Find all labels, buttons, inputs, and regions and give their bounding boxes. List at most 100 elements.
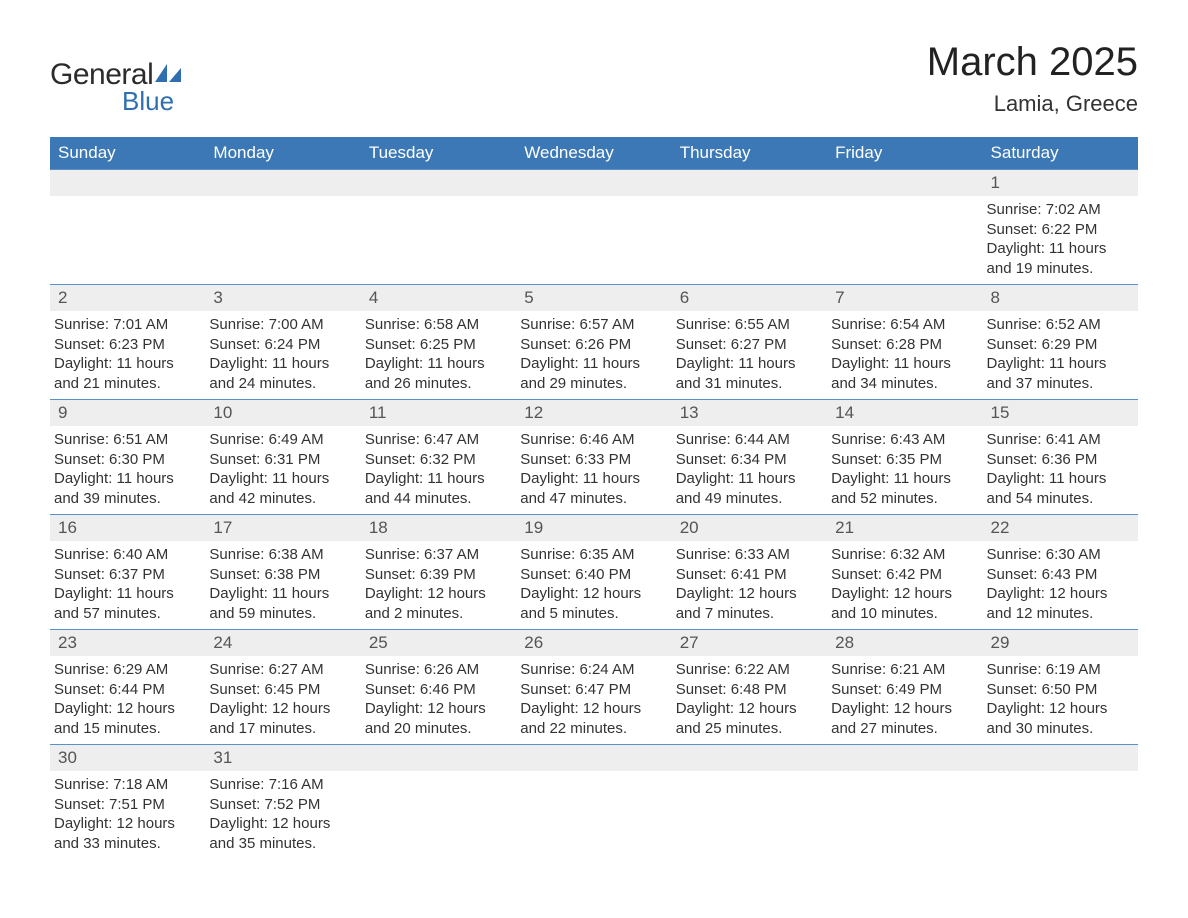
daylight2-text: and 24 minutes. bbox=[209, 374, 354, 394]
day-number: 19 bbox=[516, 515, 671, 541]
daylight1-text: Daylight: 12 hours bbox=[831, 699, 976, 719]
day-number: 3 bbox=[205, 285, 360, 311]
sunset-text: Sunset: 6:29 PM bbox=[987, 335, 1132, 355]
calendar-cell bbox=[361, 745, 516, 859]
daylight1-text: Daylight: 12 hours bbox=[365, 699, 510, 719]
day-details: Sunrise: 7:02 AMSunset: 6:22 PMDaylight:… bbox=[983, 196, 1138, 284]
calendar-cell bbox=[672, 745, 827, 859]
day-details: Sunrise: 7:18 AMSunset: 7:51 PMDaylight:… bbox=[50, 771, 205, 859]
sunrise-text: Sunrise: 6:43 AM bbox=[831, 430, 976, 450]
day-details: Sunrise: 6:22 AMSunset: 6:48 PMDaylight:… bbox=[672, 656, 827, 744]
daylight1-text: Daylight: 12 hours bbox=[54, 699, 199, 719]
sunrise-text: Sunrise: 6:49 AM bbox=[209, 430, 354, 450]
calendar-cell: 1Sunrise: 7:02 AMSunset: 6:22 PMDaylight… bbox=[983, 170, 1138, 284]
daylight1-text: Daylight: 11 hours bbox=[54, 354, 199, 374]
day-details: Sunrise: 7:01 AMSunset: 6:23 PMDaylight:… bbox=[50, 311, 205, 399]
daylight1-text: Daylight: 11 hours bbox=[676, 469, 821, 489]
calendar-cell: 20Sunrise: 6:33 AMSunset: 6:41 PMDayligh… bbox=[672, 515, 827, 629]
calendar-cell bbox=[361, 170, 516, 284]
calendar-cell: 15Sunrise: 6:41 AMSunset: 6:36 PMDayligh… bbox=[983, 400, 1138, 514]
sunset-text: Sunset: 6:48 PM bbox=[676, 680, 821, 700]
calendar-cell: 6Sunrise: 6:55 AMSunset: 6:27 PMDaylight… bbox=[672, 285, 827, 399]
calendar-row: 2Sunrise: 7:01 AMSunset: 6:23 PMDaylight… bbox=[50, 284, 1138, 399]
sunset-text: Sunset: 6:39 PM bbox=[365, 565, 510, 585]
daylight1-text: Daylight: 11 hours bbox=[831, 354, 976, 374]
day-number bbox=[983, 745, 1138, 771]
sunrise-text: Sunrise: 6:55 AM bbox=[676, 315, 821, 335]
calendar-cell: 31Sunrise: 7:16 AMSunset: 7:52 PMDayligh… bbox=[205, 745, 360, 859]
sunset-text: Sunset: 6:44 PM bbox=[54, 680, 199, 700]
title-block: March 2025 Lamia, Greece bbox=[927, 40, 1138, 125]
month-title: March 2025 bbox=[927, 40, 1138, 85]
day-number bbox=[50, 170, 205, 196]
sunrise-text: Sunrise: 6:26 AM bbox=[365, 660, 510, 680]
weekday-header: Saturday bbox=[983, 137, 1138, 169]
sunset-text: Sunset: 6:40 PM bbox=[520, 565, 665, 585]
calendar-cell: 10Sunrise: 6:49 AMSunset: 6:31 PMDayligh… bbox=[205, 400, 360, 514]
day-number: 30 bbox=[50, 745, 205, 771]
calendar-cell: 27Sunrise: 6:22 AMSunset: 6:48 PMDayligh… bbox=[672, 630, 827, 744]
sunrise-text: Sunrise: 6:51 AM bbox=[54, 430, 199, 450]
daylight2-text: and 20 minutes. bbox=[365, 719, 510, 739]
day-number bbox=[827, 170, 982, 196]
daylight2-text: and 27 minutes. bbox=[831, 719, 976, 739]
day-details: Sunrise: 6:37 AMSunset: 6:39 PMDaylight:… bbox=[361, 541, 516, 629]
calendar-cell: 29Sunrise: 6:19 AMSunset: 6:50 PMDayligh… bbox=[983, 630, 1138, 744]
daylight1-text: Daylight: 11 hours bbox=[54, 469, 199, 489]
sunset-text: Sunset: 6:35 PM bbox=[831, 450, 976, 470]
day-number: 16 bbox=[50, 515, 205, 541]
sunset-text: Sunset: 6:50 PM bbox=[987, 680, 1132, 700]
day-details: Sunrise: 6:57 AMSunset: 6:26 PMDaylight:… bbox=[516, 311, 671, 399]
sunrise-text: Sunrise: 7:02 AM bbox=[987, 200, 1132, 220]
sunrise-text: Sunrise: 6:54 AM bbox=[831, 315, 976, 335]
calendar-cell: 16Sunrise: 6:40 AMSunset: 6:37 PMDayligh… bbox=[50, 515, 205, 629]
daylight2-text: and 10 minutes. bbox=[831, 604, 976, 624]
day-details: Sunrise: 6:21 AMSunset: 6:49 PMDaylight:… bbox=[827, 656, 982, 744]
calendar-cell bbox=[827, 170, 982, 284]
sunset-text: Sunset: 6:49 PM bbox=[831, 680, 976, 700]
day-details: Sunrise: 7:16 AMSunset: 7:52 PMDaylight:… bbox=[205, 771, 360, 859]
day-number: 10 bbox=[205, 400, 360, 426]
day-details: Sunrise: 6:35 AMSunset: 6:40 PMDaylight:… bbox=[516, 541, 671, 629]
daylight2-text: and 21 minutes. bbox=[54, 374, 199, 394]
sunrise-text: Sunrise: 6:21 AM bbox=[831, 660, 976, 680]
calendar-cell: 2Sunrise: 7:01 AMSunset: 6:23 PMDaylight… bbox=[50, 285, 205, 399]
daylight2-text: and 47 minutes. bbox=[520, 489, 665, 509]
sunset-text: Sunset: 6:25 PM bbox=[365, 335, 510, 355]
daylight2-text: and 44 minutes. bbox=[365, 489, 510, 509]
daylight1-text: Daylight: 11 hours bbox=[520, 469, 665, 489]
sunset-text: Sunset: 6:37 PM bbox=[54, 565, 199, 585]
calendar-cell: 24Sunrise: 6:27 AMSunset: 6:45 PMDayligh… bbox=[205, 630, 360, 744]
sunset-text: Sunset: 6:42 PM bbox=[831, 565, 976, 585]
calendar-cell: 30Sunrise: 7:18 AMSunset: 7:51 PMDayligh… bbox=[50, 745, 205, 859]
sunrise-text: Sunrise: 6:52 AM bbox=[987, 315, 1132, 335]
daylight1-text: Daylight: 12 hours bbox=[209, 699, 354, 719]
daylight1-text: Daylight: 11 hours bbox=[987, 469, 1132, 489]
day-number: 21 bbox=[827, 515, 982, 541]
daylight2-text: and 5 minutes. bbox=[520, 604, 665, 624]
day-number: 4 bbox=[361, 285, 516, 311]
daylight2-text: and 22 minutes. bbox=[520, 719, 665, 739]
calendar-row: 16Sunrise: 6:40 AMSunset: 6:37 PMDayligh… bbox=[50, 514, 1138, 629]
weekday-header: Wednesday bbox=[516, 137, 671, 169]
daylight2-text: and 57 minutes. bbox=[54, 604, 199, 624]
daylight1-text: Daylight: 12 hours bbox=[520, 584, 665, 604]
calendar-cell: 23Sunrise: 6:29 AMSunset: 6:44 PMDayligh… bbox=[50, 630, 205, 744]
day-number: 25 bbox=[361, 630, 516, 656]
daylight1-text: Daylight: 12 hours bbox=[54, 814, 199, 834]
daylight1-text: Daylight: 12 hours bbox=[676, 699, 821, 719]
day-number: 5 bbox=[516, 285, 671, 311]
sunset-text: Sunset: 6:23 PM bbox=[54, 335, 199, 355]
day-details: Sunrise: 6:29 AMSunset: 6:44 PMDaylight:… bbox=[50, 656, 205, 744]
day-details: Sunrise: 6:54 AMSunset: 6:28 PMDaylight:… bbox=[827, 311, 982, 399]
calendar: Sunday Monday Tuesday Wednesday Thursday… bbox=[50, 137, 1138, 859]
weekday-header: Thursday bbox=[672, 137, 827, 169]
calendar-cell: 12Sunrise: 6:46 AMSunset: 6:33 PMDayligh… bbox=[516, 400, 671, 514]
day-details: Sunrise: 6:19 AMSunset: 6:50 PMDaylight:… bbox=[983, 656, 1138, 744]
calendar-cell: 25Sunrise: 6:26 AMSunset: 6:46 PMDayligh… bbox=[361, 630, 516, 744]
calendar-cell bbox=[672, 170, 827, 284]
sunset-text: Sunset: 6:34 PM bbox=[676, 450, 821, 470]
daylight1-text: Daylight: 12 hours bbox=[520, 699, 665, 719]
sunset-text: Sunset: 6:45 PM bbox=[209, 680, 354, 700]
day-number: 23 bbox=[50, 630, 205, 656]
